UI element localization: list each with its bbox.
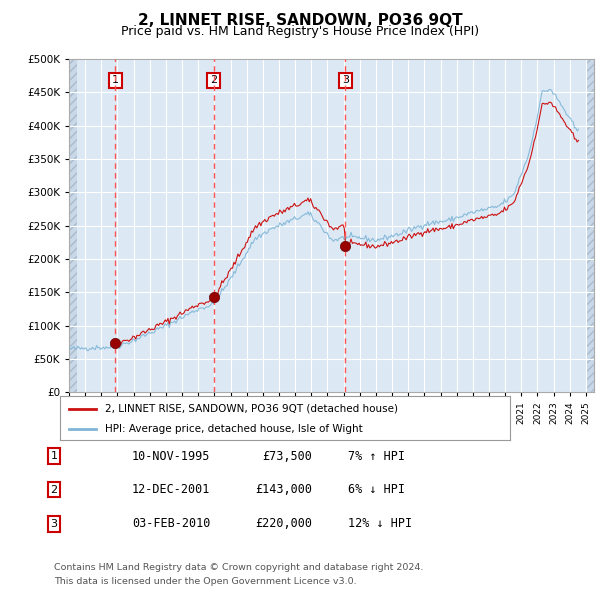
- Text: 2, LINNET RISE, SANDOWN, PO36 9QT: 2, LINNET RISE, SANDOWN, PO36 9QT: [137, 13, 463, 28]
- Text: 12-DEC-2001: 12-DEC-2001: [132, 483, 211, 496]
- Text: 1: 1: [112, 76, 119, 86]
- Point: [340, 241, 350, 250]
- Text: 2: 2: [210, 76, 217, 86]
- Text: 03-FEB-2010: 03-FEB-2010: [132, 517, 211, 530]
- Text: 3: 3: [50, 519, 58, 529]
- Point: [110, 339, 120, 348]
- Text: £73,500: £73,500: [262, 450, 312, 463]
- Text: 3: 3: [342, 76, 349, 86]
- Text: 2, LINNET RISE, SANDOWN, PO36 9QT (detached house): 2, LINNET RISE, SANDOWN, PO36 9QT (detac…: [105, 404, 398, 414]
- Text: 12% ↓ HPI: 12% ↓ HPI: [348, 517, 412, 530]
- Text: 6% ↓ HPI: 6% ↓ HPI: [348, 483, 405, 496]
- Text: 1: 1: [50, 451, 58, 461]
- Text: 7% ↑ HPI: 7% ↑ HPI: [348, 450, 405, 463]
- Text: Price paid vs. HM Land Registry's House Price Index (HPI): Price paid vs. HM Land Registry's House …: [121, 25, 479, 38]
- Text: HPI: Average price, detached house, Isle of Wight: HPI: Average price, detached house, Isle…: [105, 424, 363, 434]
- Text: 2: 2: [50, 485, 58, 494]
- Point: [209, 292, 218, 301]
- Text: 10-NOV-1995: 10-NOV-1995: [132, 450, 211, 463]
- Text: This data is licensed under the Open Government Licence v3.0.: This data is licensed under the Open Gov…: [54, 577, 356, 586]
- Text: £220,000: £220,000: [255, 517, 312, 530]
- Text: Contains HM Land Registry data © Crown copyright and database right 2024.: Contains HM Land Registry data © Crown c…: [54, 563, 424, 572]
- Text: £143,000: £143,000: [255, 483, 312, 496]
